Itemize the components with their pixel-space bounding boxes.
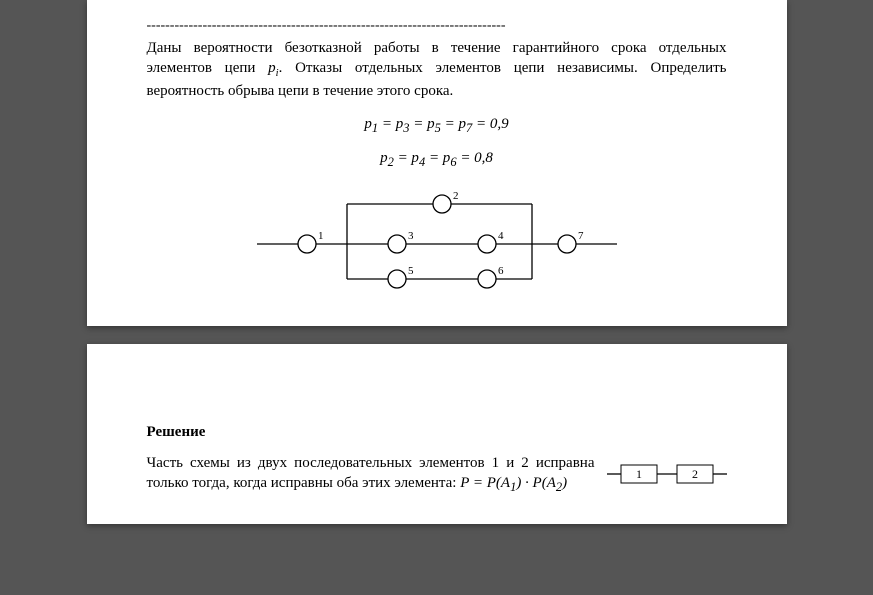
- page-1: ----------------------------------------…: [87, 0, 787, 326]
- series-figure: 12: [607, 457, 727, 496]
- equation-1: p1 = p3 = p5 = p7 = 0,9: [147, 116, 727, 136]
- equation-2: p2 = p4 = p6 = 0,8: [147, 150, 727, 170]
- svg-text:1: 1: [636, 466, 642, 480]
- solution-heading: Решение: [147, 424, 727, 441]
- svg-text:6: 6: [498, 265, 504, 277]
- solution-formula: P = P(A1) · P(A2): [460, 475, 567, 491]
- solution-text: Часть схемы из двух последовательных эле…: [147, 453, 595, 496]
- separator-line: ----------------------------------------…: [147, 18, 727, 34]
- svg-text:2: 2: [692, 466, 698, 480]
- svg-text:4: 4: [498, 230, 504, 242]
- svg-text:5: 5: [408, 265, 414, 277]
- svg-text:1: 1: [318, 230, 324, 242]
- page-2: Решение Часть схемы из двух последовател…: [87, 344, 787, 524]
- svg-text:3: 3: [408, 230, 414, 242]
- svg-text:2: 2: [453, 190, 459, 202]
- series-svg: 12: [607, 457, 727, 487]
- circuit-diagram: 1 2 3 4 5 6 7: [147, 184, 727, 294]
- problem-paragraph: Даны вероятности безотказной работы в те…: [147, 38, 727, 102]
- svg-text:7: 7: [578, 230, 584, 242]
- circuit-svg: 1 2 3 4 5 6 7: [247, 184, 627, 294]
- var-p: p: [268, 60, 276, 76]
- solution-row: Часть схемы из двух последовательных эле…: [147, 453, 727, 496]
